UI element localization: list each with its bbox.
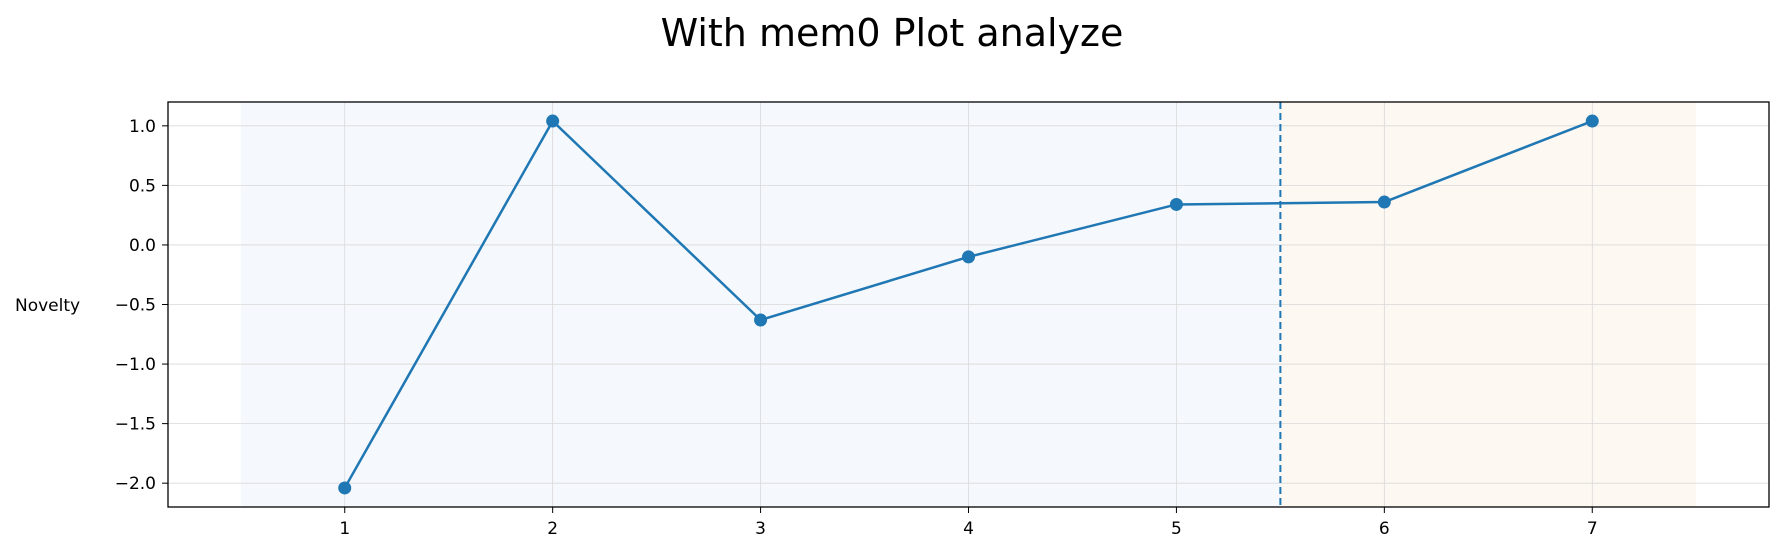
y-tick-label: −1.5 xyxy=(115,415,156,435)
plot-area xyxy=(167,101,1770,508)
data-point xyxy=(962,250,975,264)
x-tick-label: 7 xyxy=(1587,519,1598,539)
chart-title: With mem0 Plot analyze xyxy=(661,11,1124,55)
data-point xyxy=(338,481,352,495)
y-axis-label: Novelty xyxy=(15,296,80,316)
x-tick-label: 2 xyxy=(547,519,558,539)
x-tick-label: 4 xyxy=(963,519,974,539)
y-tick-label: −0.5 xyxy=(115,296,156,316)
series-layer xyxy=(338,114,1599,495)
data-point xyxy=(546,114,560,128)
data-point xyxy=(754,313,768,327)
y-tick-label: −1.0 xyxy=(115,355,156,375)
x-tick-label: 3 xyxy=(755,519,766,539)
x-axis: 1 2 3 4 5 6 7 xyxy=(339,507,1598,539)
y-tick-label: −2.0 xyxy=(115,474,156,494)
data-point xyxy=(1585,114,1599,128)
y-tick-label: 0.5 xyxy=(129,176,156,196)
y-tick-label: 1.0 xyxy=(129,117,156,137)
x-tick-label: 5 xyxy=(1171,519,1182,539)
y-axis: 1.0 0.5 0.0 −0.5 −1.0 −1.5 −2.0 xyxy=(115,117,168,494)
x-tick-label: 6 xyxy=(1379,519,1390,539)
data-point xyxy=(1169,197,1183,211)
grid-lines xyxy=(168,102,1769,507)
x-tick-label: 1 xyxy=(339,519,350,539)
y-tick-label: 0.0 xyxy=(129,236,156,256)
data-point xyxy=(1377,195,1391,209)
